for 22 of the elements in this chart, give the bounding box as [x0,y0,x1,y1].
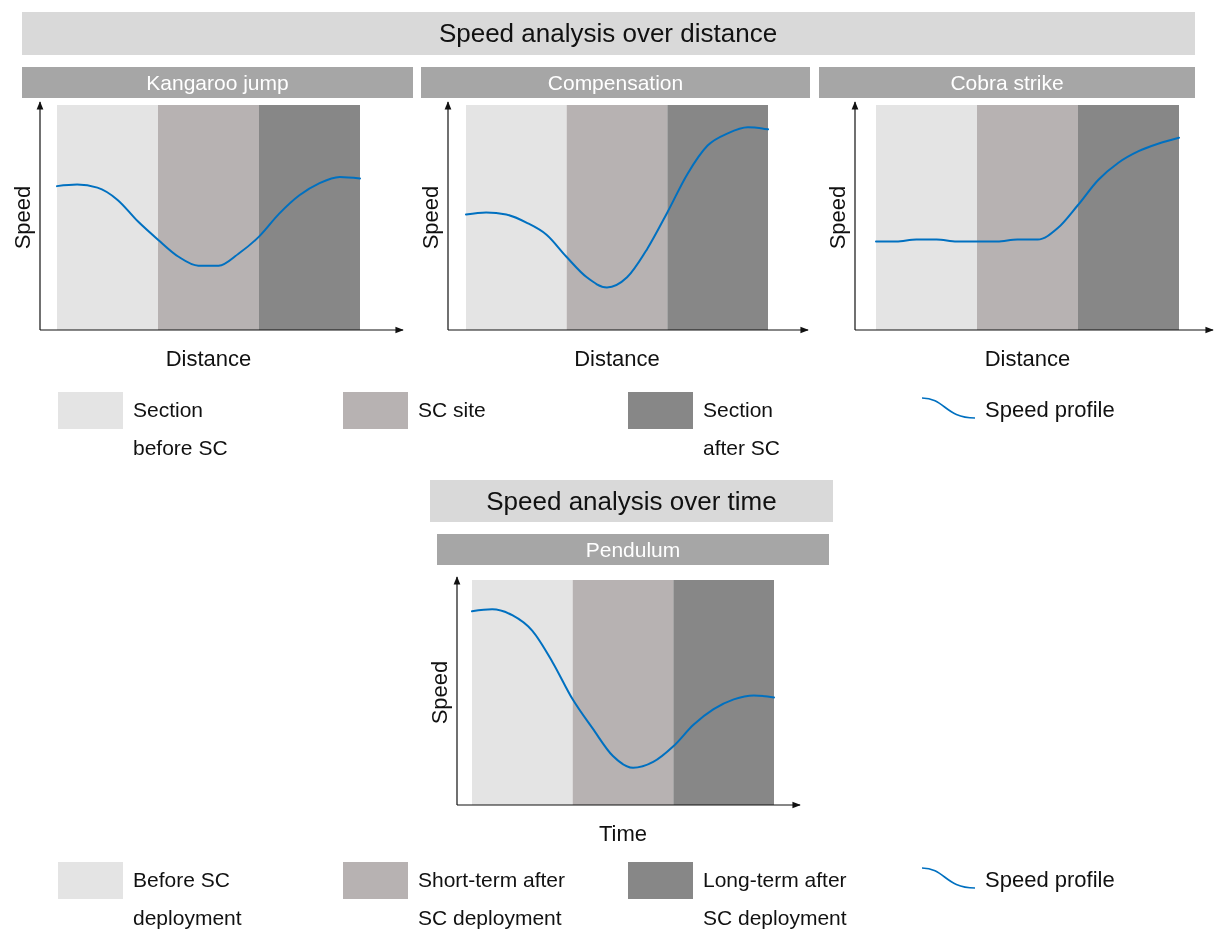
legend-label: Speed profile [985,397,1115,422]
text: Section before SC [133,398,228,459]
text: Short-term after SC deployment [418,868,566,929]
legend-label: Speed profile [985,867,1115,892]
chart-title: Speed analysis over time [486,486,777,516]
y-axis-title: Speed [10,185,35,250]
y-axis-title: Speed [825,185,850,250]
x-axis-title: Time [598,821,648,846]
y-axis-title: Speed [418,185,443,250]
text: Section after SC [703,398,781,459]
text: Speed analysis over distance [438,18,778,48]
chart-subtitle: Cobra strike [950,71,1064,94]
text: SC site [418,398,486,421]
chart-subtitle: Pendulum [585,538,681,561]
x-axis-title: Distance [574,346,660,371]
chart-subtitle: Compensation [547,71,684,94]
y-axis-title: Speed [427,660,452,725]
x-axis-title: Distance [984,346,1071,371]
text: Before SC deployment [133,868,242,929]
chart-subtitle: Kangaroo jump [146,71,289,94]
text: Long-term after SC deployment [703,868,847,929]
x-axis-title: Distance [165,346,252,371]
